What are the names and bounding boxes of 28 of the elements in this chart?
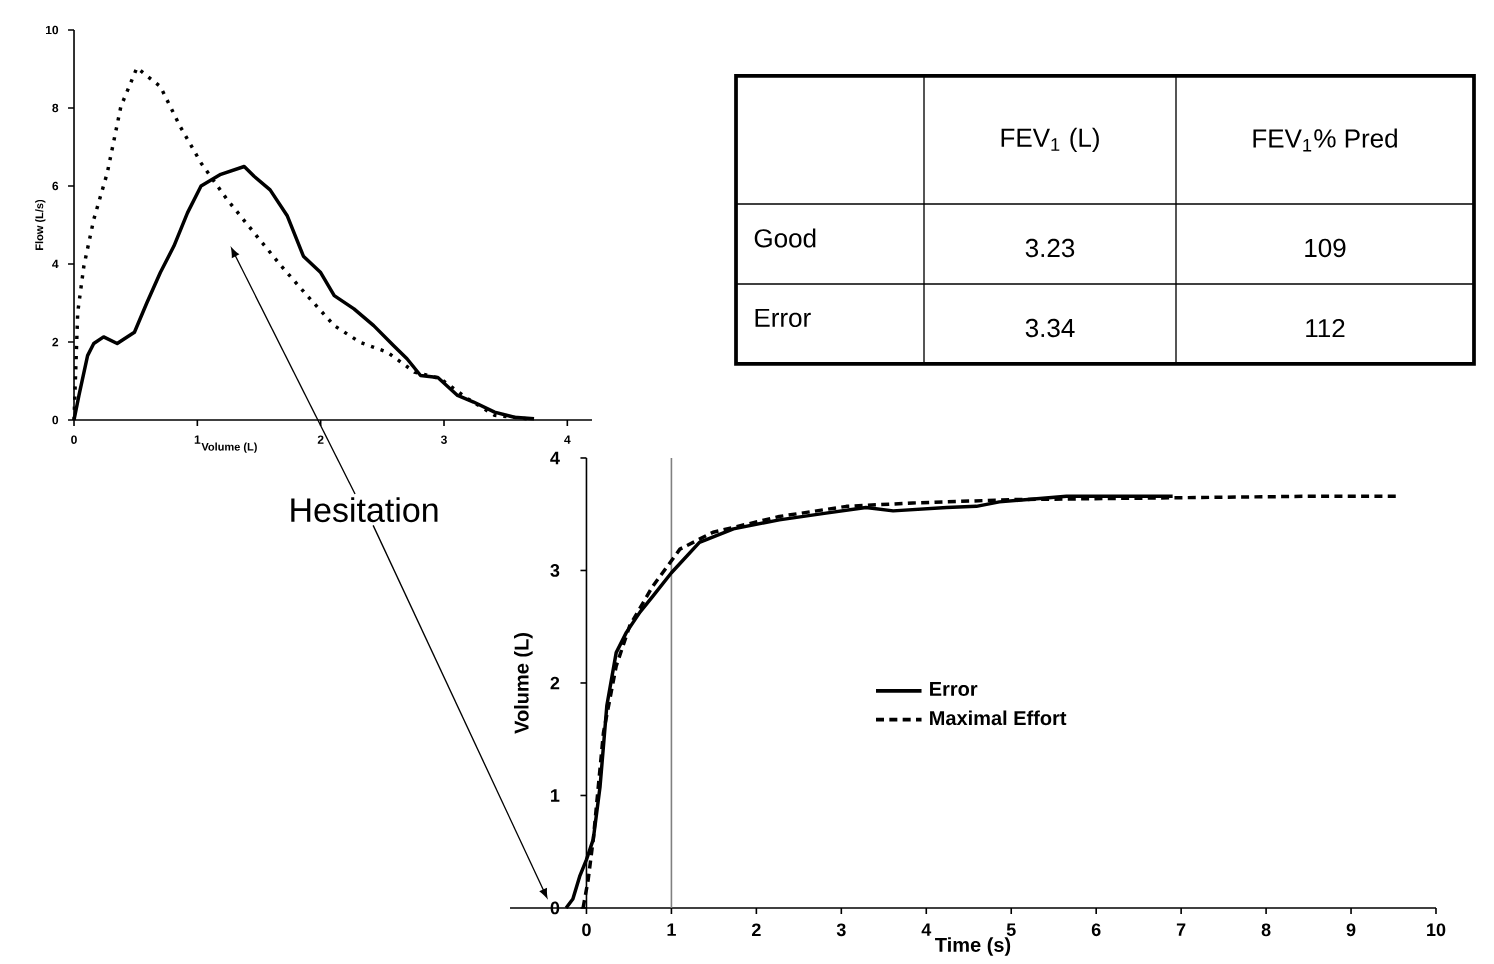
x-tick-label: 3 [836,923,846,937]
category-label: FEV$_{1}$% Pred [1253,128,1397,152]
x-tick-label: 10 [1427,923,1446,937]
y-tick-label: 4 [550,451,560,465]
x-tick-label: 8 [1261,923,1271,937]
x-tick-label: 9 [1346,923,1356,937]
legend-label: Maximal Effort [930,710,1067,726]
y-tick-label: 3 [550,564,560,577]
x-tick-label: 4 [921,923,932,936]
category-label: FEV$_{1}$ (L) [1001,127,1099,153]
y-tick-label: 1 [551,789,560,802]
x-tick-label: 0 [582,923,591,937]
x-tick-label: 5 [1006,923,1016,936]
text: 112 [1306,318,1345,338]
category-label: Good [754,228,816,248]
x-tick-label: 2 [752,923,761,936]
text: 3.23 [1025,238,1075,258]
x-tick-label: 6 [1091,923,1101,937]
legend-label: Error [930,682,978,696]
x-axis-title: Time (s) [935,937,1011,956]
text: 109 [1305,238,1346,258]
y-axis-title: Volume (L) [514,633,533,734]
text: 3.34 [1025,318,1075,338]
y-tick-label: 2 [550,676,560,690]
text: Hesitation [291,497,438,523]
x-tick-label: 7 [1176,923,1186,936]
x-tick-label: 1 [667,923,676,936]
category-label: Error [755,308,811,328]
